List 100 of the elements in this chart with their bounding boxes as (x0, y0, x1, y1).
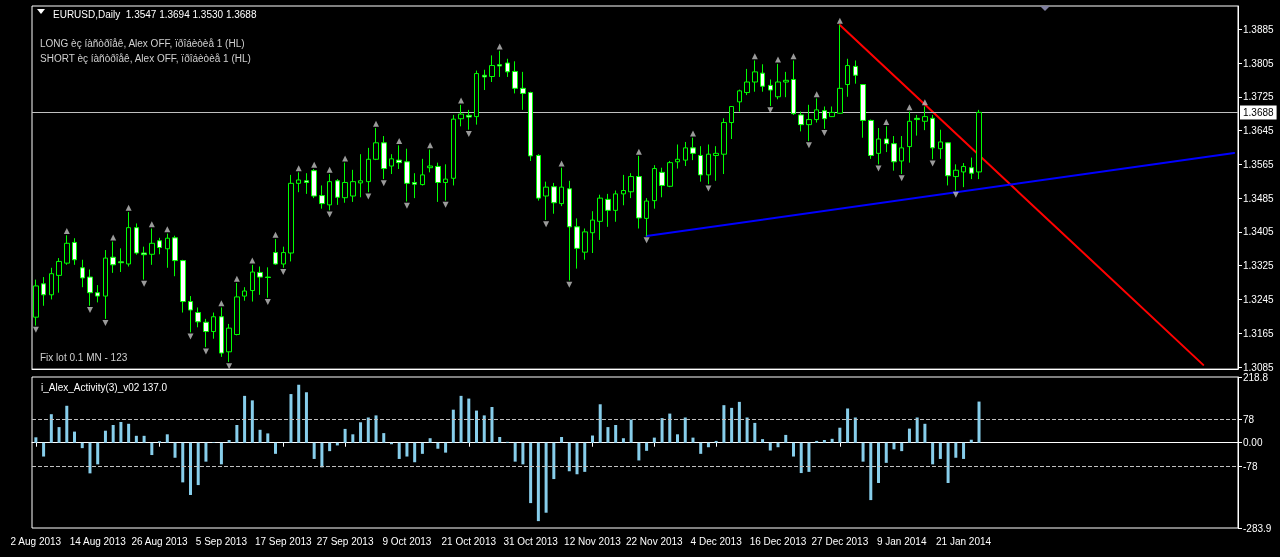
bar (196, 442, 200, 486)
bar (428, 438, 432, 443)
candlestick (273, 238, 278, 266)
y-tick-label: 1.3085 (1243, 361, 1275, 373)
point (643, 237, 650, 244)
candlestick (914, 114, 920, 137)
bar (304, 392, 308, 443)
annotation: LONG èç íàñòðîåê, Alex OFF, ïðîáèòèå 1 (HL) (40, 37, 245, 49)
candlestick (938, 129, 943, 160)
bar (49, 414, 53, 443)
bar (227, 440, 231, 443)
candlestick (389, 153, 394, 175)
point (272, 231, 279, 238)
bar (235, 425, 239, 443)
point (63, 228, 70, 235)
point (202, 348, 209, 355)
x-tick-label: 14 Aug 2013 (69, 535, 127, 547)
y-tick-label: 1.3405 (1243, 226, 1275, 238)
bar (475, 410, 479, 443)
candlestick (690, 137, 696, 161)
candlestick (165, 233, 170, 269)
point (311, 161, 318, 168)
candlestick (412, 172, 417, 199)
bar (629, 419, 633, 443)
candlestick (760, 63, 765, 93)
candlestick (613, 190, 618, 223)
point (775, 56, 782, 63)
candlestick (976, 109, 982, 180)
candlestick (621, 174, 626, 206)
point (906, 104, 913, 111)
candlestick (72, 237, 77, 266)
candlestick (188, 295, 193, 333)
bar (536, 442, 540, 522)
bar (467, 398, 471, 443)
bar (753, 422, 757, 443)
candlestick (783, 71, 789, 98)
bar (42, 442, 46, 457)
candlestick (675, 143, 680, 170)
candlestick (953, 163, 959, 192)
candlestick (891, 135, 897, 172)
candlestick (822, 105, 827, 130)
y-tick-label: -283.9 (1243, 522, 1272, 534)
bar (606, 427, 610, 443)
candlestick (64, 234, 70, 266)
candlestick (775, 63, 781, 100)
candlestick (845, 58, 850, 98)
bar (111, 425, 115, 443)
point (264, 298, 271, 305)
bar (660, 418, 664, 443)
candlestick (342, 162, 348, 204)
chart-title: EURUSD,Daily 1.3547 1.3694 1.3530 1.3688 (53, 8, 257, 20)
bar (830, 438, 834, 443)
y-tick-label: 0.00 (1243, 437, 1263, 449)
y-tick-label: 1.3805 (1243, 57, 1275, 69)
candlestick (543, 181, 549, 221)
candlestick (659, 167, 665, 198)
bar (127, 423, 131, 443)
candlestick (435, 162, 441, 203)
point (326, 166, 333, 173)
candlestick (652, 164, 657, 210)
bar (359, 422, 363, 443)
bar (946, 442, 950, 483)
bar (289, 394, 293, 443)
point (403, 202, 410, 209)
bar (869, 442, 873, 501)
bar (96, 442, 100, 465)
point (226, 363, 233, 370)
point (635, 148, 642, 155)
candlestick (744, 68, 750, 96)
bar (822, 440, 826, 443)
candlestick (520, 71, 526, 111)
y-tick-label: -78 (1243, 460, 1258, 472)
candlestick (203, 318, 209, 348)
bar (853, 417, 857, 443)
bar (173, 442, 177, 458)
bar (954, 442, 958, 458)
y-tick-label: 1.3245 (1243, 293, 1275, 305)
candlestick (806, 104, 812, 142)
bar (490, 406, 494, 443)
candlestick (605, 193, 611, 228)
bar (134, 435, 138, 443)
bar (374, 415, 378, 443)
candlestick (126, 211, 131, 268)
candlestick (505, 58, 510, 78)
bar (219, 442, 223, 465)
candlestick (319, 184, 325, 210)
candlestick (567, 180, 572, 281)
candlestick (296, 171, 301, 193)
candlestick (559, 167, 564, 207)
bar (560, 437, 564, 443)
candlestick (33, 279, 39, 327)
bar (683, 417, 687, 443)
candlestick (420, 158, 425, 186)
point (280, 269, 287, 275)
candlestick (281, 246, 286, 269)
candlestick (536, 153, 541, 202)
candlestick (899, 135, 904, 175)
candlestick (95, 284, 100, 303)
bar (598, 404, 602, 443)
candlestick (172, 235, 178, 277)
